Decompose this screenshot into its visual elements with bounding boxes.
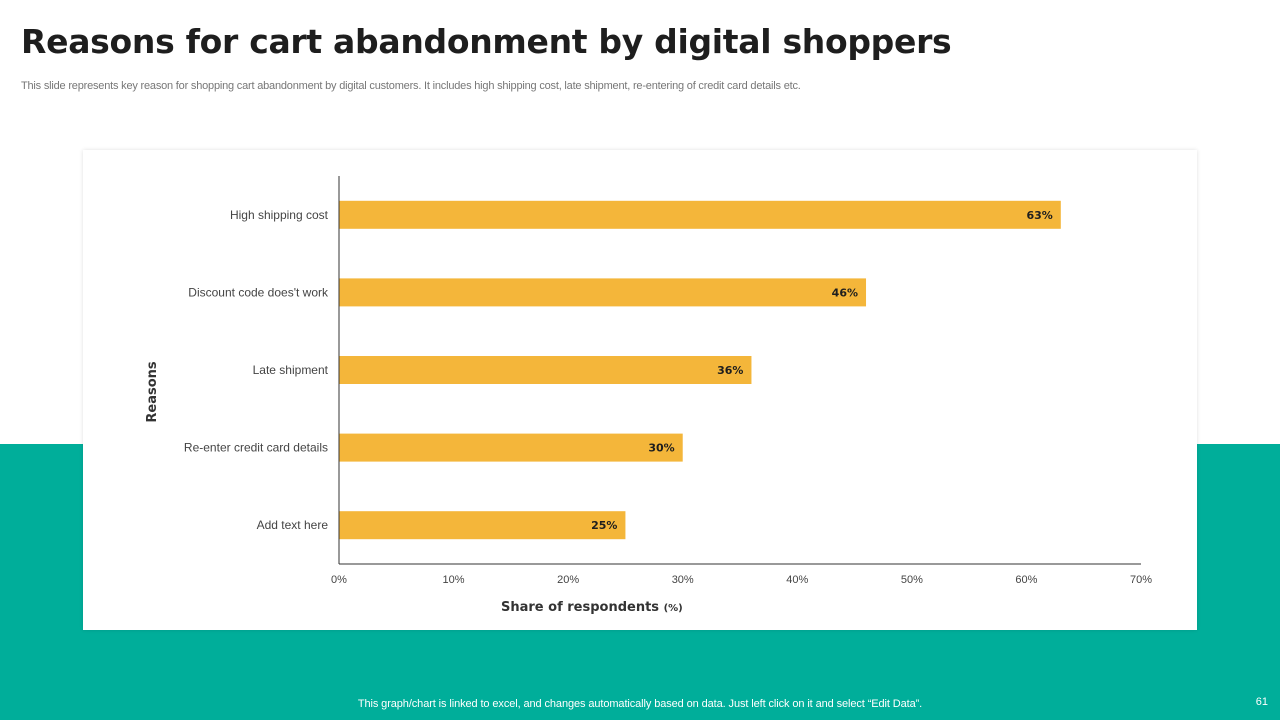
x-tick-label: 20%: [557, 574, 579, 586]
slide-subtitle: This slide represents key reason for sho…: [21, 80, 801, 92]
data-label: 36%: [717, 364, 743, 377]
x-tick-label: 10%: [443, 574, 465, 586]
x-axis-title-text: Share of respondents: [501, 600, 664, 615]
bar-4: [339, 433, 683, 462]
data-label: 63%: [1026, 209, 1052, 222]
category-label: Add text here: [257, 518, 329, 532]
chart-card[interactable]: High shipping cost 63% Discount code does'…: [83, 150, 1197, 630]
slide-title: Reasons for cart abandonment by digital …: [21, 22, 952, 61]
x-axis-unit: (%): [664, 603, 683, 614]
page-number: 61: [1255, 696, 1268, 708]
x-tick-label: 70%: [1130, 574, 1152, 586]
data-label: 30%: [648, 442, 674, 455]
x-tick-label: 0%: [331, 574, 347, 586]
y-axis-title: Reasons: [145, 361, 160, 423]
x-tick-label: 40%: [786, 574, 808, 586]
data-label: 25%: [591, 519, 617, 532]
bar-3: [339, 356, 752, 384]
category-label: Late shipment: [253, 363, 329, 377]
bar-1: [339, 200, 1061, 229]
bar-5: [339, 511, 626, 540]
x-tick-label: 50%: [901, 574, 923, 586]
bar-chart[interactable]: High shipping cost 63% Discount code does'…: [83, 150, 1197, 630]
category-label: Discount code does't work: [188, 285, 329, 299]
x-tick-label: 60%: [1015, 574, 1037, 586]
bar-2: [339, 278, 867, 307]
category-label: High shipping cost: [230, 208, 329, 222]
category-label: Re-enter credit card details: [184, 441, 328, 455]
x-axis-title: Share of respondents (%): [501, 600, 683, 615]
x-tick-label: 30%: [672, 574, 694, 586]
data-label: 46%: [832, 286, 858, 299]
footnote: This graph/chart is linked to excel, and…: [357, 698, 923, 710]
